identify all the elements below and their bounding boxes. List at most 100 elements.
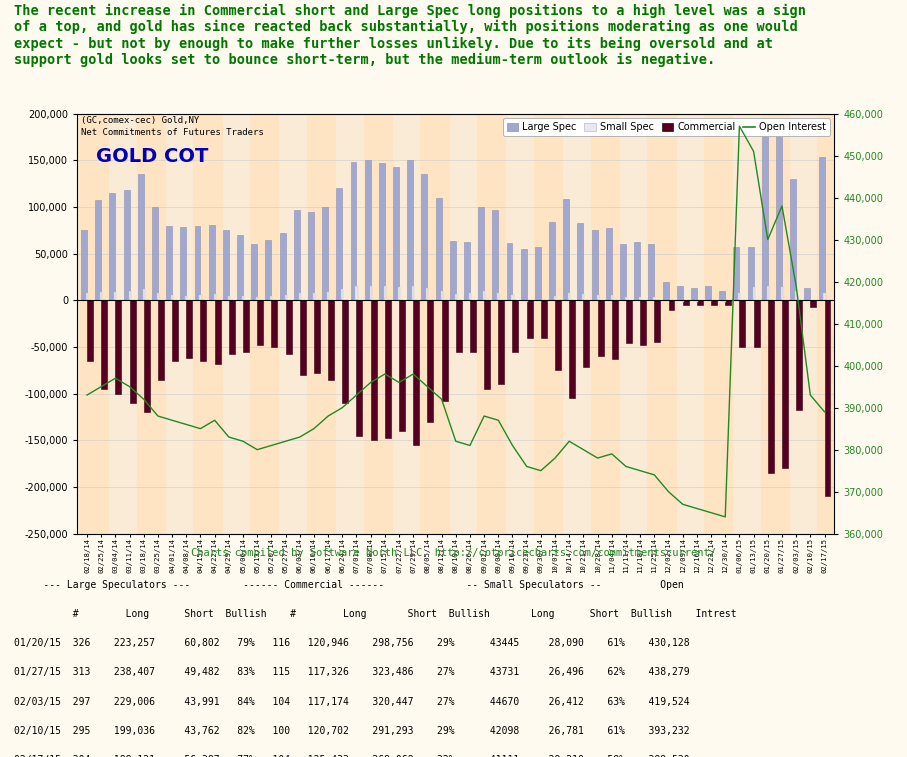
Bar bbox=[166, 226, 172, 301]
Bar bbox=[790, 179, 796, 301]
Bar bbox=[87, 301, 93, 361]
Bar bbox=[654, 301, 660, 342]
Bar bbox=[734, 247, 739, 301]
Bar bbox=[668, 301, 675, 310]
Text: 01/27/15  313    238,407     49,482   83%   115   117,326    323,486    27%     : 01/27/15 313 238,407 49,482 83% 115 117,… bbox=[14, 668, 689, 678]
Bar bbox=[270, 295, 272, 301]
Bar bbox=[308, 211, 314, 301]
Bar bbox=[442, 301, 447, 401]
Bar bbox=[307, 114, 321, 534]
Bar bbox=[427, 301, 434, 422]
Bar bbox=[454, 294, 457, 301]
Bar bbox=[214, 294, 216, 301]
Bar bbox=[137, 114, 151, 534]
Bar bbox=[420, 114, 434, 534]
Bar bbox=[258, 301, 263, 345]
Bar bbox=[81, 230, 87, 301]
Bar bbox=[215, 301, 220, 364]
Bar bbox=[661, 114, 676, 534]
Bar bbox=[493, 210, 498, 301]
Bar bbox=[606, 229, 612, 301]
Bar bbox=[582, 294, 584, 301]
Bar bbox=[328, 301, 334, 379]
Bar bbox=[151, 114, 165, 534]
Bar bbox=[157, 293, 159, 301]
Bar bbox=[554, 295, 556, 301]
Bar bbox=[568, 293, 571, 301]
Bar bbox=[534, 114, 548, 534]
Bar bbox=[620, 245, 626, 301]
Bar bbox=[691, 288, 697, 301]
Bar bbox=[605, 114, 619, 534]
Bar bbox=[80, 114, 94, 534]
Bar bbox=[250, 114, 264, 534]
Text: 01/20/15  326    223,257     60,802   79%   116   120,946    298,756    29%     : 01/20/15 326 223,257 60,802 79% 116 120,… bbox=[14, 638, 689, 648]
Bar bbox=[435, 198, 442, 301]
Bar bbox=[612, 301, 618, 359]
Bar bbox=[186, 301, 192, 358]
Bar bbox=[200, 294, 201, 301]
Bar bbox=[535, 247, 541, 301]
Bar bbox=[223, 230, 229, 301]
Bar bbox=[484, 301, 490, 389]
Bar bbox=[152, 207, 158, 301]
Bar bbox=[677, 286, 683, 301]
Bar bbox=[143, 301, 150, 413]
Bar bbox=[94, 114, 108, 534]
Bar bbox=[237, 235, 243, 301]
Text: --- Large Speculators ---         ------ Commercial ------              -- Small: --- Large Speculators --- ------ Commerc… bbox=[14, 580, 683, 590]
Bar bbox=[570, 301, 575, 398]
Bar bbox=[697, 301, 703, 305]
Bar bbox=[341, 289, 344, 301]
Bar bbox=[805, 288, 810, 301]
Bar bbox=[385, 301, 391, 438]
Bar bbox=[110, 193, 115, 301]
Bar bbox=[450, 241, 455, 301]
Bar bbox=[810, 301, 816, 307]
Bar bbox=[682, 301, 684, 302]
Bar bbox=[102, 301, 107, 389]
Bar bbox=[158, 301, 164, 379]
Bar bbox=[115, 301, 122, 394]
Bar bbox=[817, 114, 832, 534]
Bar bbox=[208, 114, 221, 534]
Bar bbox=[350, 162, 356, 301]
Text: 02/03/15  297    229,006     43,991   84%   104   117,174    320,447    27%     : 02/03/15 297 229,006 43,991 84% 104 117,… bbox=[14, 696, 689, 706]
Bar bbox=[761, 114, 775, 534]
Bar bbox=[185, 295, 188, 301]
Bar bbox=[193, 114, 208, 534]
Bar bbox=[653, 297, 656, 301]
Bar bbox=[377, 114, 392, 534]
Bar bbox=[426, 288, 428, 301]
Bar bbox=[470, 301, 476, 351]
Bar bbox=[754, 301, 759, 347]
Bar bbox=[590, 114, 605, 534]
Bar bbox=[114, 292, 116, 301]
Bar bbox=[229, 301, 235, 354]
Bar bbox=[492, 114, 505, 534]
Text: Net Commitments of Futures Traders: Net Commitments of Futures Traders bbox=[81, 128, 264, 137]
Bar bbox=[648, 114, 661, 534]
Bar bbox=[563, 199, 570, 301]
Bar bbox=[775, 114, 789, 534]
Bar bbox=[95, 201, 102, 301]
Bar bbox=[541, 301, 547, 338]
Bar bbox=[781, 287, 783, 301]
Bar bbox=[434, 114, 449, 534]
Bar bbox=[209, 225, 215, 301]
Bar bbox=[171, 294, 173, 301]
Bar bbox=[506, 243, 512, 301]
Bar bbox=[336, 188, 342, 301]
Bar bbox=[795, 291, 797, 301]
Legend: Large Spec, Small Spec, Commercial, Open Interest: Large Spec, Small Spec, Commercial, Open… bbox=[502, 118, 830, 136]
Text: Charts compiled by Software North LLC  http://cotpricecharts.com/commitmentscurr: Charts compiled by Software North LLC ht… bbox=[191, 548, 716, 558]
Bar bbox=[266, 239, 271, 301]
Bar bbox=[172, 301, 178, 361]
Bar bbox=[243, 301, 249, 351]
Bar bbox=[824, 301, 831, 497]
Bar bbox=[512, 294, 513, 301]
Bar bbox=[696, 301, 697, 302]
Bar bbox=[123, 190, 130, 301]
Bar bbox=[356, 286, 357, 301]
Bar bbox=[100, 292, 102, 301]
